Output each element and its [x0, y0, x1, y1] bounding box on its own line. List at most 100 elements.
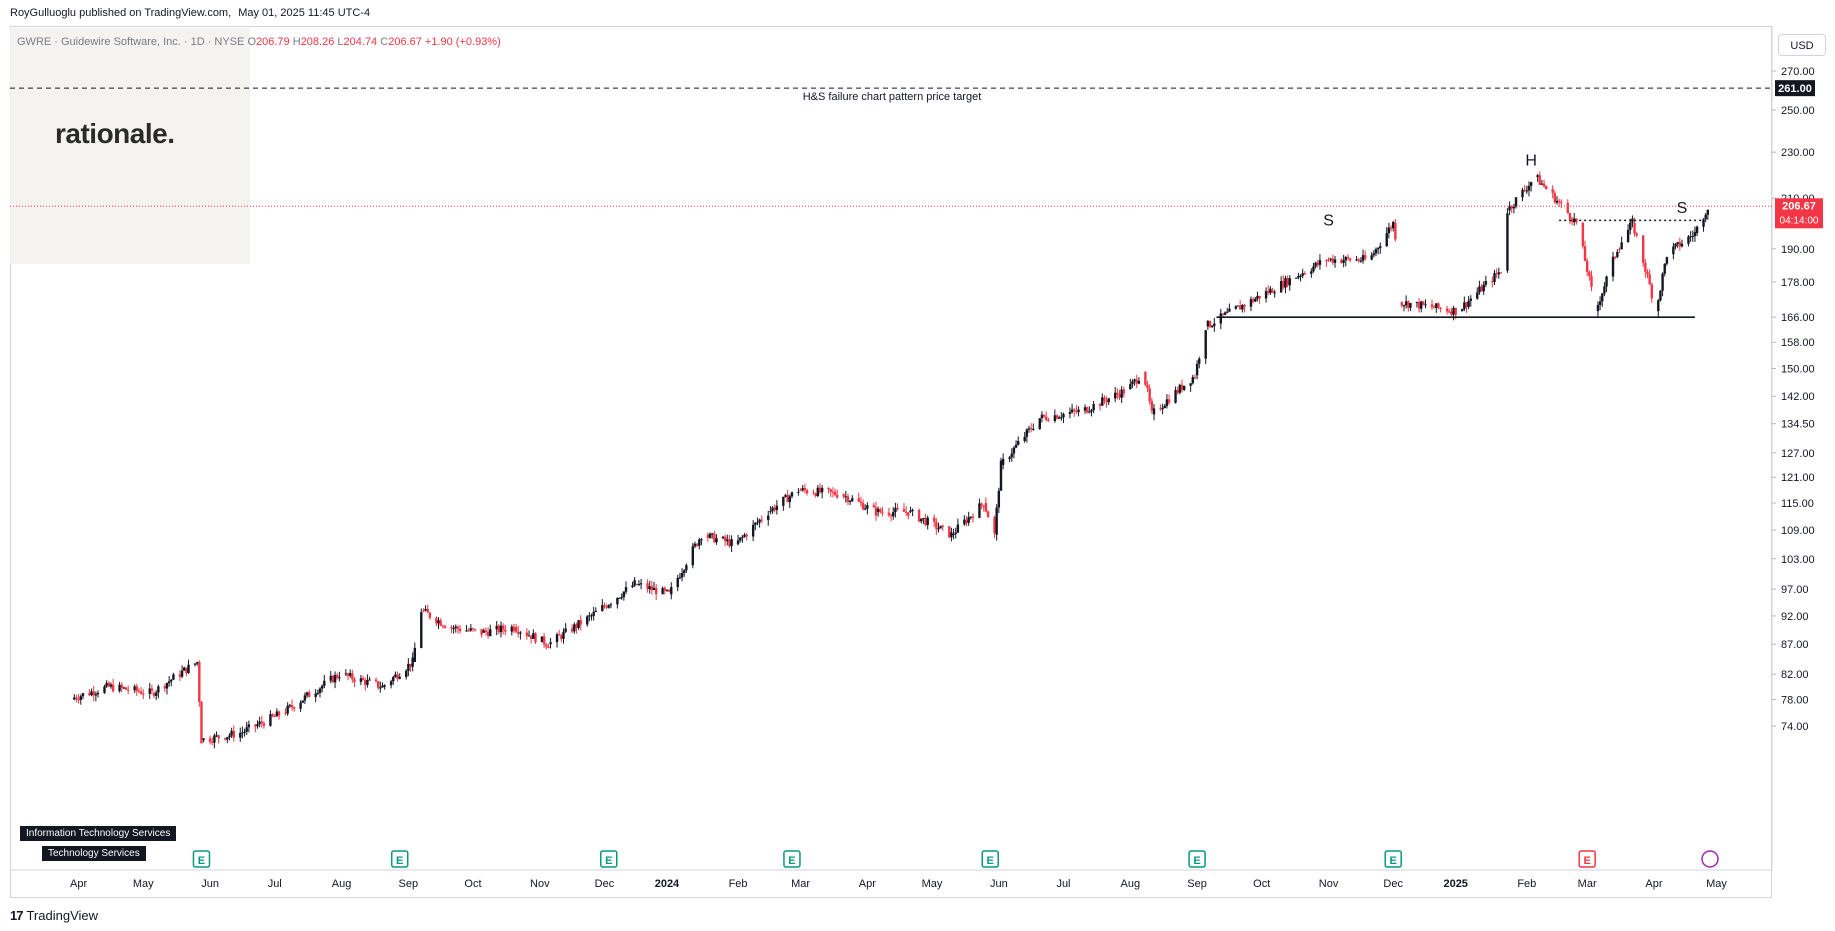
candle-body — [217, 735, 220, 739]
candle-body — [969, 516, 973, 518]
candle-body — [200, 701, 203, 744]
candle-body — [422, 610, 425, 612]
candle-body — [1297, 275, 1300, 278]
x-tick-label: Feb — [1517, 878, 1536, 890]
candle-body — [1101, 397, 1104, 406]
candle-body — [790, 492, 794, 497]
candle-body — [1008, 457, 1011, 459]
high-label: H — [292, 36, 301, 48]
candle-body — [1269, 288, 1272, 293]
candle-body — [495, 625, 498, 630]
candle-body — [1325, 260, 1328, 262]
candle-body — [590, 615, 593, 617]
candle-body — [1631, 218, 1634, 223]
candle-body — [993, 517, 996, 534]
candle-body — [1463, 302, 1466, 310]
x-tick-label: Apr — [1645, 878, 1662, 890]
candle-body — [484, 630, 488, 632]
candle-body — [1092, 404, 1095, 411]
candle-body — [1191, 377, 1194, 384]
candle-body — [799, 489, 802, 491]
candle-body — [736, 540, 740, 545]
candle-body — [1394, 222, 1397, 240]
candle-body — [1228, 308, 1231, 312]
candle-body — [1575, 218, 1578, 223]
candle-body — [667, 589, 671, 592]
sector-label-sector: Technology Services — [42, 846, 146, 861]
candle-body — [797, 491, 800, 493]
x-tick-label: Oct — [464, 878, 481, 890]
earnings-marker-box — [192, 850, 211, 868]
candle-body — [1146, 384, 1149, 389]
candle-body — [105, 682, 108, 687]
candle-body — [939, 525, 942, 529]
candle-body — [1027, 428, 1031, 430]
candle-body — [836, 494, 839, 498]
candle-body — [573, 624, 576, 632]
candle-body — [1484, 281, 1488, 285]
candle-body — [254, 724, 257, 727]
countdown-text: 04:14:00 — [1780, 215, 1819, 226]
candle-body — [650, 586, 654, 591]
candle-body — [1267, 291, 1270, 293]
candle-body — [542, 636, 546, 645]
candle-body — [887, 512, 891, 516]
candle-body — [1178, 384, 1182, 393]
candle-body — [616, 597, 619, 605]
candle-body — [1374, 249, 1378, 254]
candle-body — [1480, 286, 1483, 292]
candle-body — [588, 615, 591, 617]
candle-body — [353, 679, 356, 682]
tradingview-footer[interactable]: 17 TradingView — [10, 908, 98, 923]
candle-body — [1010, 453, 1013, 458]
candle-body — [652, 587, 656, 591]
candle-body — [721, 536, 725, 539]
candle-body — [409, 663, 412, 667]
earnings-marker-label: E — [987, 855, 994, 867]
candle-body — [426, 608, 429, 613]
candle-body — [452, 628, 455, 630]
currency-selector[interactable]: USD — [1778, 34, 1826, 56]
earnings-marker-label: E — [1583, 855, 1590, 867]
earnings-marker-box — [390, 850, 409, 868]
candle-body — [504, 629, 507, 632]
candle-body — [450, 627, 453, 629]
candle-body — [1340, 259, 1343, 263]
candle-body — [180, 670, 184, 677]
candle-body — [1295, 277, 1298, 279]
candle-body — [670, 587, 673, 595]
publisher-name[interactable]: RoyGulluoglu published on TradingView.co… — [10, 7, 232, 19]
candle-body — [851, 498, 854, 501]
candle-body — [1672, 246, 1675, 255]
candle-body — [1208, 320, 1212, 327]
candle-body — [937, 528, 940, 530]
candle-body — [1404, 301, 1408, 306]
candle-body — [1282, 281, 1285, 288]
candle-body — [1355, 259, 1358, 261]
earnings-marker-box — [1578, 850, 1596, 868]
candle-body — [1523, 189, 1526, 191]
candle-body — [1661, 273, 1664, 291]
candle-body — [570, 628, 574, 632]
candle-body — [1238, 305, 1242, 310]
candle-body — [1392, 221, 1395, 229]
symbol-legend[interactable]: GWRE · Guidewire Software, Inc. · 1D · N… — [17, 36, 501, 48]
candle-body — [1152, 408, 1156, 415]
candle-body — [383, 685, 386, 687]
candle-body — [163, 686, 167, 689]
candle-body — [784, 494, 787, 497]
candle-body — [917, 509, 921, 522]
candle-body — [1542, 183, 1546, 187]
candle-body — [1629, 222, 1632, 230]
candle-body — [228, 735, 231, 738]
candle-body — [1025, 429, 1029, 437]
candle-body — [1333, 259, 1337, 263]
candle-body — [894, 507, 897, 513]
close-label: C — [380, 36, 389, 48]
candle-body — [92, 691, 95, 696]
candle-body — [711, 533, 714, 535]
x-tick-label: May — [922, 878, 943, 890]
candle-body — [1588, 272, 1591, 276]
candle-body — [404, 670, 408, 677]
